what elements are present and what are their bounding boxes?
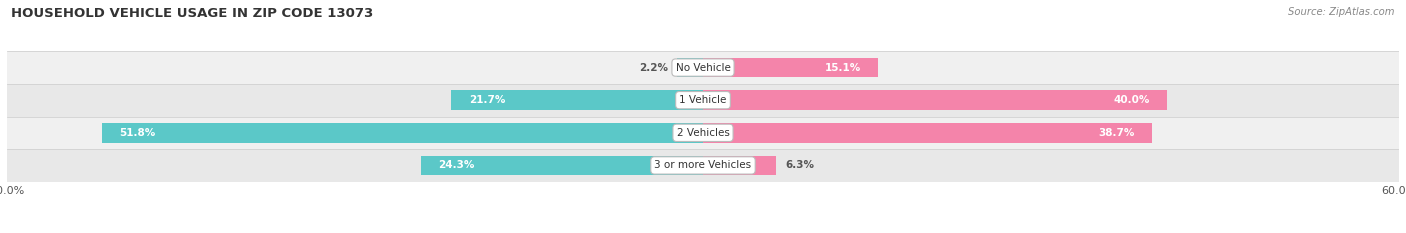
Text: No Vehicle: No Vehicle	[675, 63, 731, 72]
Text: 15.1%: 15.1%	[824, 63, 860, 72]
Bar	[678, 58, 703, 77]
Text: 21.7%: 21.7%	[468, 95, 505, 105]
Bar	[422, 156, 703, 175]
Bar	[703, 123, 1152, 143]
Text: 3 or more Vehicles: 3 or more Vehicles	[654, 161, 752, 170]
Text: Source: ZipAtlas.com: Source: ZipAtlas.com	[1288, 7, 1395, 17]
Text: 2.2%: 2.2%	[640, 63, 668, 72]
Text: 1 Vehicle: 1 Vehicle	[679, 95, 727, 105]
Bar	[7, 84, 1399, 116]
Bar	[451, 90, 703, 110]
Bar	[103, 123, 703, 143]
Bar	[7, 51, 1399, 84]
Bar	[703, 90, 1167, 110]
Text: 6.3%: 6.3%	[786, 161, 814, 170]
Bar	[7, 149, 1399, 182]
Bar	[703, 156, 776, 175]
Text: 2 Vehicles: 2 Vehicles	[676, 128, 730, 138]
Text: 38.7%: 38.7%	[1098, 128, 1135, 138]
Text: 40.0%: 40.0%	[1114, 95, 1150, 105]
Text: HOUSEHOLD VEHICLE USAGE IN ZIP CODE 13073: HOUSEHOLD VEHICLE USAGE IN ZIP CODE 1307…	[11, 7, 374, 20]
Bar	[7, 116, 1399, 149]
Text: 24.3%: 24.3%	[439, 161, 475, 170]
Text: 51.8%: 51.8%	[120, 128, 156, 138]
Bar	[703, 58, 879, 77]
